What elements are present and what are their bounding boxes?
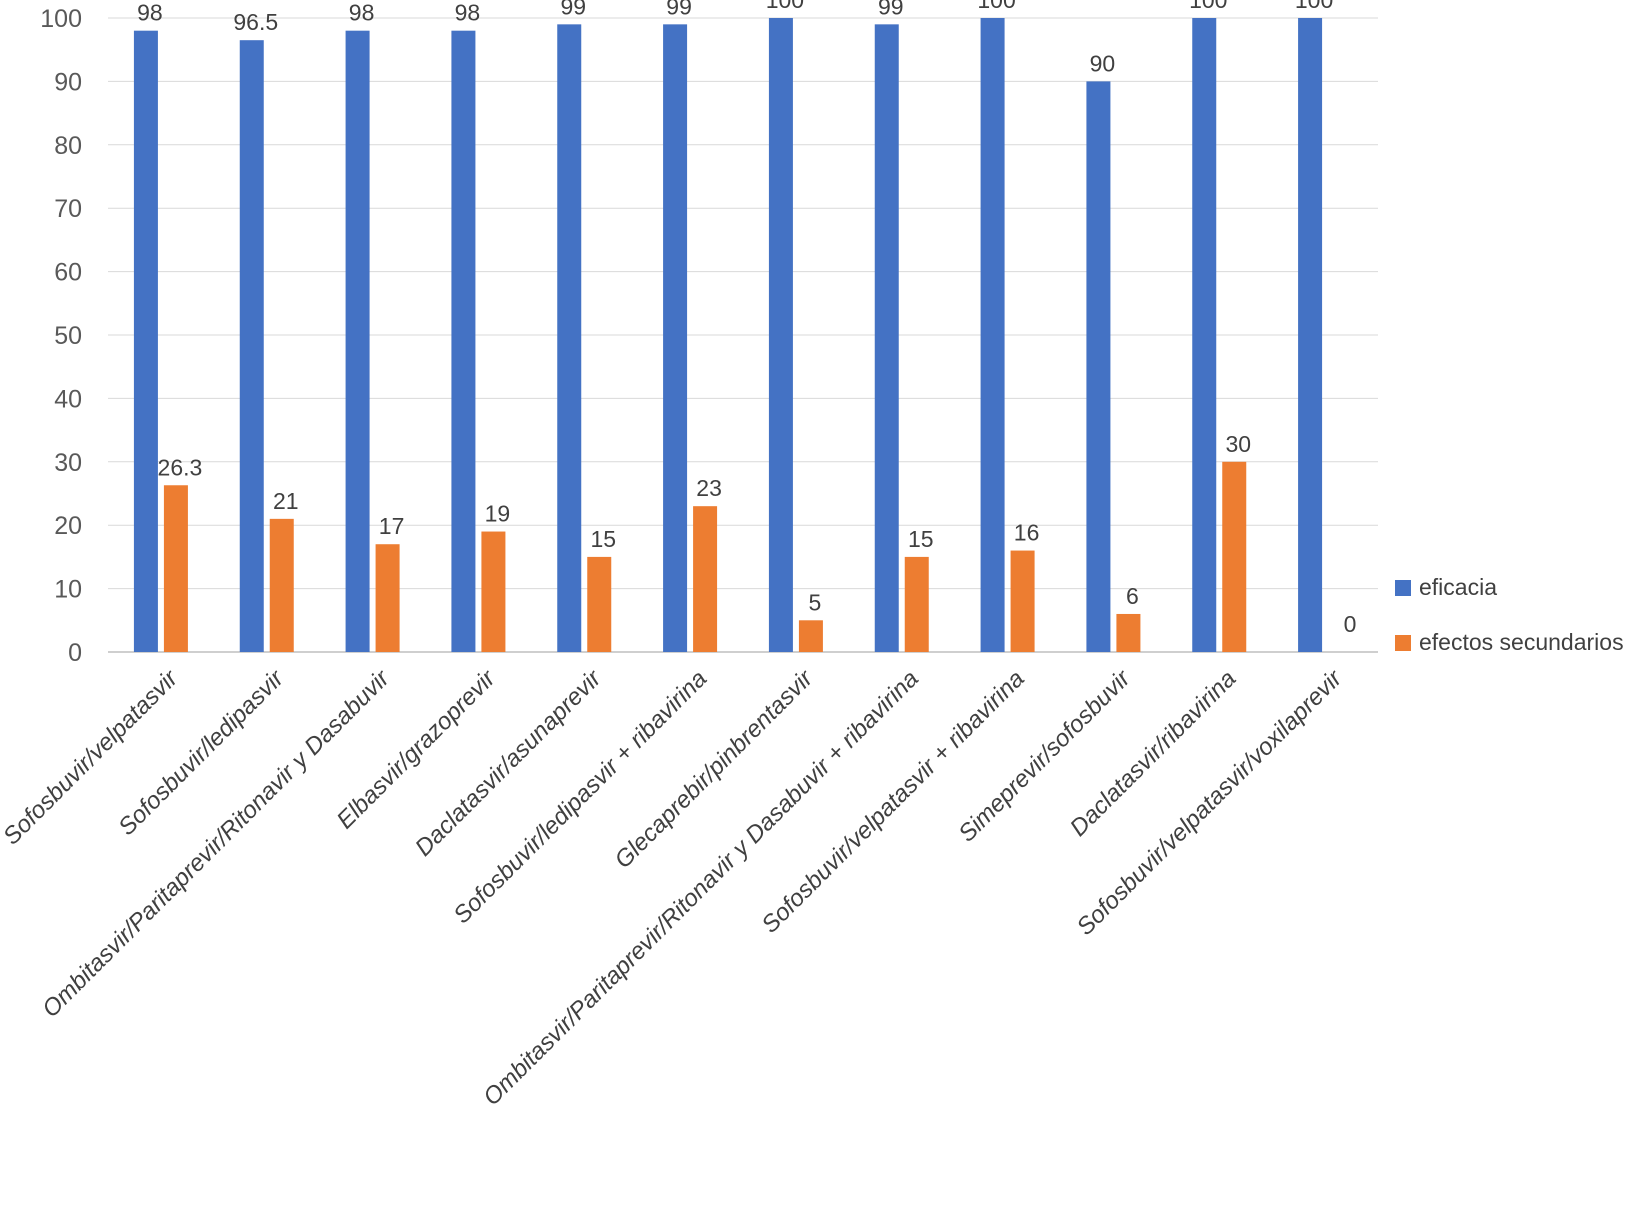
bar-eficacia xyxy=(663,24,688,652)
data-label: 17 xyxy=(379,513,405,539)
y-tick-label: 60 xyxy=(54,259,82,287)
bars xyxy=(133,18,1323,653)
bar-efectos-secundarios xyxy=(1010,550,1035,652)
bar-efectos-secundarios xyxy=(1222,461,1247,652)
y-axis: 0 10 20 30 40 50 60 70 80 90 100 xyxy=(40,5,82,667)
y-tick-label: 0 xyxy=(68,639,82,667)
data-label: 96.5 xyxy=(233,9,278,35)
data-label: 100 xyxy=(1295,0,1333,13)
bar-eficacia xyxy=(239,40,264,652)
y-tick-label: 40 xyxy=(54,385,82,413)
bar-efectos-secundarios xyxy=(163,485,188,652)
data-label: 98 xyxy=(349,0,375,26)
bar-eficacia xyxy=(980,18,1005,652)
data-label: 19 xyxy=(485,501,511,527)
data-label: 26.3 xyxy=(158,454,203,480)
y-tick-label: 30 xyxy=(54,449,82,477)
data-labels: 98 26.3 96.5 21 98 17 98 19 99 15 99 23 100 5 99 15 100 1… xyxy=(137,0,1356,637)
bar-efectos-secundarios xyxy=(587,556,612,652)
y-tick-label: 20 xyxy=(54,512,82,540)
bar-eficacia xyxy=(133,30,158,653)
bar-eficacia xyxy=(1192,18,1217,652)
data-label: 15 xyxy=(908,526,934,552)
bar-efectos-secundarios xyxy=(693,506,718,652)
legend: eficacia efectos secundarios xyxy=(1395,574,1624,655)
data-label: 23 xyxy=(696,475,722,501)
bar-efectos-secundarios xyxy=(269,518,294,652)
data-label: 100 xyxy=(977,0,1015,13)
data-label: 15 xyxy=(590,526,616,552)
y-tick-label: 50 xyxy=(54,322,82,350)
bar-eficacia xyxy=(874,24,899,652)
data-label: 99 xyxy=(560,0,586,19)
legend-label: eficacia xyxy=(1419,574,1497,600)
x-category-label: Sofosbuvir/velpatasvir xyxy=(0,664,184,850)
y-tick-label: 70 xyxy=(54,195,82,223)
bar-eficacia xyxy=(1298,18,1323,652)
data-label: 99 xyxy=(666,0,692,19)
legend-label: efectos secundarios xyxy=(1419,629,1624,655)
data-label: 5 xyxy=(809,589,822,615)
x-category-label: Daclatasvir/asunaprevir xyxy=(410,664,607,861)
bar-efectos-secundarios xyxy=(798,620,823,652)
data-label: 98 xyxy=(455,0,481,26)
bar-eficacia xyxy=(345,30,370,653)
bar-efectos-secundarios xyxy=(375,544,400,652)
x-category-label: Glecaprebir/pinbrentasvir xyxy=(609,664,818,873)
data-label: 100 xyxy=(1189,0,1227,13)
data-label: 99 xyxy=(878,0,904,19)
y-tick-label: 10 xyxy=(54,576,82,604)
bar-eficacia xyxy=(768,18,793,652)
gridlines xyxy=(108,17,1378,653)
data-label: 90 xyxy=(1090,50,1116,76)
data-label: 21 xyxy=(273,488,299,514)
data-label: 16 xyxy=(1014,520,1040,546)
y-tick-label: 80 xyxy=(54,132,82,160)
bar-eficacia xyxy=(557,24,582,652)
bar-efectos-secundarios xyxy=(481,531,506,652)
bar-efectos-secundarios xyxy=(904,556,929,652)
data-label: 6 xyxy=(1126,583,1139,609)
bar-efectos-secundarios xyxy=(1116,613,1141,652)
bar-eficacia xyxy=(451,30,476,653)
y-tick-label: 100 xyxy=(40,5,82,33)
legend-swatch xyxy=(1395,635,1411,651)
data-label: 100 xyxy=(766,0,804,13)
x-category-label: Simeprevir/sofosbuvir xyxy=(953,664,1136,847)
legend-swatch xyxy=(1395,580,1411,596)
x-axis: Sofosbuvir/velpatasvirSofosbuvir/ledipas… xyxy=(0,664,1348,1111)
data-label: 0 xyxy=(1344,611,1357,637)
y-tick-label: 90 xyxy=(54,68,82,96)
data-label: 30 xyxy=(1225,431,1251,457)
bar-eficacia xyxy=(1086,81,1111,652)
data-label: 98 xyxy=(137,0,163,26)
